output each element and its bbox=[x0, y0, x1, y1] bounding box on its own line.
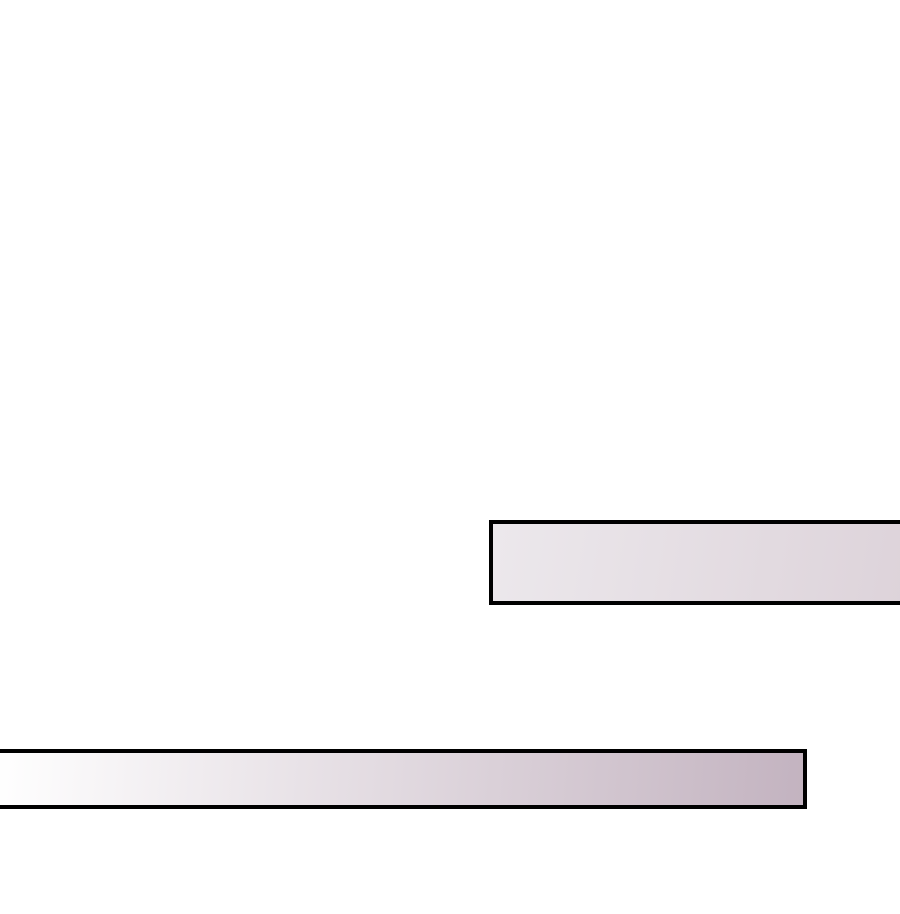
bottom-panel-bar bbox=[0, 749, 807, 809]
top-panel-bar bbox=[489, 520, 900, 605]
